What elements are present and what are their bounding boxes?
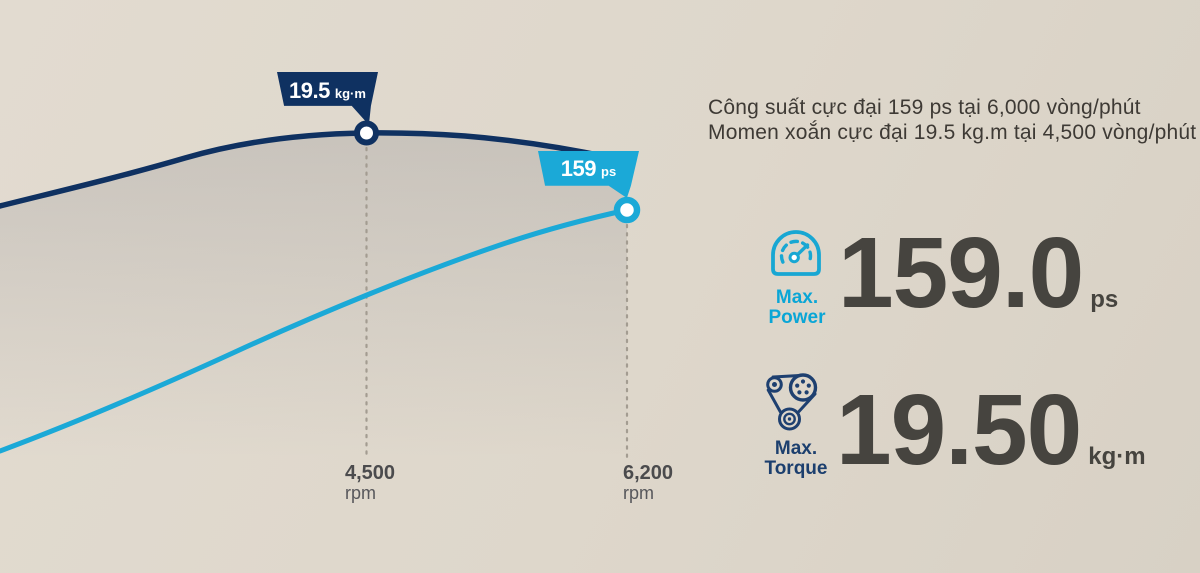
- x-tick-4500rpm: 4,500 rpm: [345, 463, 395, 503]
- max-torque-label-line2: Torque: [764, 458, 828, 479]
- max-torque-unit: kg·m: [1088, 443, 1146, 470]
- max-power-unit: ps: [1090, 286, 1119, 313]
- speedometer-icon: [766, 227, 826, 283]
- x-tick-unit: rpm: [623, 483, 654, 503]
- max-power-label: Max. Power: [751, 288, 843, 328]
- x-tick-value: 4,500: [345, 462, 396, 484]
- spec-summary: Công suất cực đại 159 ps tại 6,000 vòng/…: [708, 95, 1200, 145]
- x-tick-6200rpm: 6,200 rpm: [623, 463, 673, 503]
- x-tick-unit: rpm: [345, 483, 376, 503]
- max-power-label-line2: Power: [768, 307, 826, 328]
- max-torque-label: Max. Torque: [750, 439, 842, 479]
- max-power-label-line1: Max.: [775, 287, 819, 308]
- torque-curve: [0, 130, 611, 209]
- power-curve: [0, 207, 630, 454]
- max-torque-value: 19.50 kg·m: [836, 380, 1146, 480]
- torque-peak-marker: [354, 120, 379, 146]
- max-torque-number: 19.50: [836, 374, 1082, 486]
- timing-belt-icon: [763, 372, 823, 436]
- max-power-value: 159.0 ps: [838, 223, 1118, 323]
- max-power-number: 159.0: [838, 217, 1084, 329]
- curve-area-fill: [0, 132, 627, 458]
- max-torque-label-line1: Max.: [774, 438, 818, 459]
- spec-summary-torque-line: Momen xoắn cực đại 19.5 kg.m tại 4,500 v…: [708, 121, 1197, 144]
- spec-summary-power-line: Công suất cực đại 159 ps tại 6,000 vòng/…: [708, 96, 1141, 119]
- power-peak-value: 159: [560, 156, 597, 181]
- power-peak-unit: ps: [601, 164, 617, 179]
- torque-peak-value: 19.5: [289, 78, 330, 103]
- x-tick-value: 6,200: [623, 462, 674, 484]
- power-peak-marker: [613, 196, 641, 224]
- torque-peak-unit: kg·m: [334, 86, 366, 101]
